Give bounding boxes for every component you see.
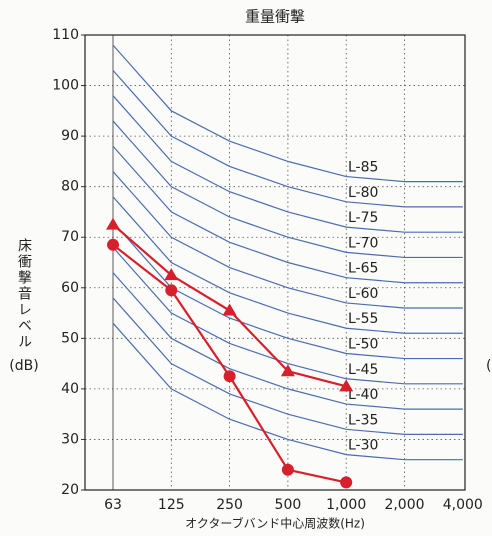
x-tick-label: 4,000 — [443, 497, 483, 513]
circle-marker — [223, 370, 236, 383]
curve-label: L-35 — [348, 412, 378, 428]
triangle-marker — [222, 303, 237, 316]
reference-curve — [112, 145, 463, 284]
reference-curve — [112, 272, 463, 410]
curve-label: L-60 — [348, 286, 378, 302]
x-tick-label: 1,000 — [326, 497, 366, 513]
y-tick-label: 90 — [61, 128, 79, 144]
curve-label: L-65 — [348, 261, 378, 277]
reference-curve — [112, 196, 463, 334]
y-tick-label: 70 — [61, 229, 79, 245]
y-tick-label: 50 — [61, 330, 79, 346]
reference-curve — [112, 246, 463, 385]
reference-curve — [112, 69, 463, 208]
x-tick-label: 250 — [216, 497, 243, 513]
reference-curve — [112, 95, 463, 233]
y-tick-label: 80 — [61, 179, 79, 195]
y-tick-label: 100 — [52, 78, 79, 94]
curve-label: L-40 — [348, 387, 378, 403]
triangle-marker — [106, 217, 120, 230]
circle-marker — [107, 238, 119, 251]
cropped-text: ( — [486, 358, 491, 374]
curve-label: L-75 — [348, 210, 378, 226]
triangle-marker — [280, 364, 295, 377]
y-axis-unit: (dB) — [9, 358, 38, 374]
circle-marker — [340, 476, 353, 489]
chart-title: 重量衝撃 — [245, 8, 305, 26]
curve-label: L-85 — [348, 160, 378, 176]
circle-marker — [165, 284, 178, 297]
triangle-marker — [164, 268, 179, 281]
y-tick-label: 40 — [61, 381, 79, 397]
circle-marker — [281, 463, 294, 476]
y-tick-label: 30 — [61, 431, 79, 447]
y-axis-label: 床衝撃音レベル — [16, 238, 32, 350]
curve-label: L-45 — [348, 362, 378, 378]
x-tick-label: 125 — [158, 497, 185, 513]
x-tick-label: 2,000 — [384, 497, 424, 513]
curve-label: L-30 — [348, 438, 378, 454]
curve-label: L-70 — [348, 235, 378, 251]
reference-curve — [112, 44, 463, 183]
x-tick-label: 500 — [275, 497, 302, 513]
y-tick-label: 110 — [52, 27, 79, 43]
plot-frame — [84, 34, 466, 491]
curve-label: L-80 — [348, 185, 378, 201]
curve-label: L-55 — [348, 311, 378, 327]
reference-curve — [112, 322, 463, 461]
x-tick-label: 63 — [104, 497, 122, 513]
y-tick-label: 60 — [61, 280, 79, 296]
x-axis-label: オクターブバンド中心周波数(Hz) — [185, 516, 365, 531]
reference-curve — [112, 120, 463, 259]
y-tick-label: 20 — [61, 482, 79, 498]
reference-curve — [112, 297, 463, 435]
curve-label: L-50 — [348, 337, 378, 353]
reference-curve — [112, 171, 463, 309]
triangle-marker — [339, 379, 354, 392]
